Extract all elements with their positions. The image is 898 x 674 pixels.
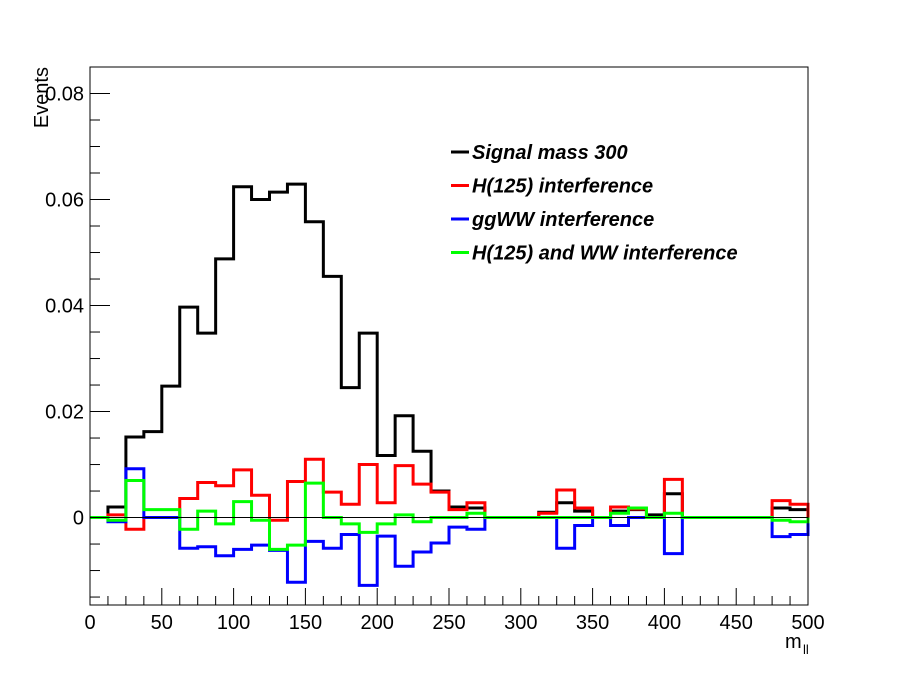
x-tick-label: 450: [720, 612, 753, 634]
x-axis-tick-labels: 0 50 100 150 200 250 300 350 400 450 500: [84, 612, 824, 634]
series-2-histogram: [90, 467, 810, 587]
legend-label: Signal mass 300: [472, 142, 628, 164]
x-tick-label: 150: [289, 612, 322, 634]
y-tick-label: 0.08: [45, 84, 84, 106]
series-3-histogram: [90, 478, 810, 551]
x-tick-label: 250: [432, 612, 465, 634]
x-tick-label: 50: [151, 612, 173, 634]
legend-label: H(125) and WW interference: [472, 243, 738, 265]
y-tick-label: 0.02: [45, 402, 84, 424]
x-tick-label: 350: [576, 612, 609, 634]
x-tick-label: 0: [84, 612, 95, 634]
y-tick-label: 0.04: [45, 296, 84, 318]
legend: Signal mass 300 H(125) interference ggWW i…: [451, 142, 738, 265]
y-tick-label: 0.06: [45, 190, 84, 212]
y-axis-ticks: [90, 66, 110, 598]
x-tick-label: 300: [504, 612, 537, 634]
y-axis-tick-labels: 0 0.02 0.04 0.06 0.08: [45, 84, 84, 530]
x-axis-ticks: [89, 588, 809, 605]
series-1-histogram: [90, 457, 810, 531]
histogram-series-group: [90, 182, 810, 587]
y-axis-title: Events: [31, 67, 53, 128]
x-tick-label: 200: [361, 612, 394, 634]
x-tick-label: 400: [648, 612, 681, 634]
x-axis-title: m ll: [785, 631, 809, 657]
x-axis-title-subscript: ll: [803, 642, 809, 657]
y-tick-label: 0: [73, 508, 84, 530]
legend-label: ggWW interference: [471, 209, 654, 231]
x-tick-label: 100: [217, 612, 250, 634]
x-axis-title-main: m: [785, 631, 802, 653]
x-tick-label: 500: [791, 612, 824, 634]
legend-label: H(125) interference: [472, 176, 653, 198]
